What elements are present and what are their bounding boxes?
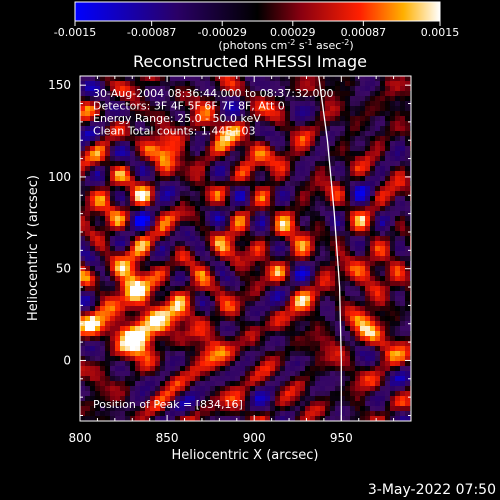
annotation-line: Clean Total counts: 1.44E+03 bbox=[93, 125, 256, 138]
chart-title: Reconstructed RHESSI Image bbox=[133, 52, 367, 71]
peak-position-label: Position of Peak = [834,16] bbox=[93, 398, 243, 411]
colorbar-tick-label: -0.00087 bbox=[127, 26, 176, 39]
axis-ticks: 800 850 900 950 0 50 100 150 bbox=[48, 76, 412, 445]
x-tick-label: 800 bbox=[69, 431, 92, 445]
y-tick-label: 100 bbox=[48, 170, 71, 184]
y-tick-label: 0 bbox=[63, 353, 71, 367]
y-tick-label: 50 bbox=[56, 262, 71, 276]
colorbar-tick-label: 0.00087 bbox=[341, 26, 387, 39]
colorbar bbox=[74, 1, 441, 22]
colorbar-tick-label: 0.00029 bbox=[270, 26, 316, 39]
colorbar-tick-label: -0.00029 bbox=[197, 26, 246, 39]
heatmap-image bbox=[80, 76, 411, 421]
solar-limb-line bbox=[318, 76, 342, 421]
x-tick-label: 850 bbox=[156, 431, 179, 445]
y-axis-label: Heliocentric Y (arcsec) bbox=[26, 175, 41, 321]
colorbar-tick-label: 0.0015 bbox=[421, 26, 460, 39]
footer-date: 3-May-2022 07:50 bbox=[368, 482, 496, 498]
colorbar-unit-label: (photons cm-2 s-1 asec-2) bbox=[218, 38, 353, 52]
x-tick-label: 950 bbox=[330, 431, 353, 445]
annotation-line: Detectors: 3F 4F 5F 6F 7F 8F, Att 0 bbox=[93, 100, 285, 113]
annotation-line: 30-Aug-2004 08:36:44.000 to 08:37:32.000 bbox=[93, 87, 334, 100]
annotation-line: Energy Range: 25.0 - 50.0 keV bbox=[93, 112, 261, 125]
y-tick-label: 150 bbox=[48, 78, 71, 92]
x-axis-label: Heliocentric X (arcsec) bbox=[172, 448, 319, 463]
colorbar-ticks: -0.0015 -0.00087 -0.00029 0.00029 0.00087 0.0… bbox=[54, 21, 459, 39]
colorbar-tick-label: -0.0015 bbox=[54, 26, 96, 39]
x-tick-label: 900 bbox=[243, 431, 266, 445]
plot-frame bbox=[79, 75, 412, 422]
observation-annotations: 30-Aug-2004 08:36:44.000 to 08:37:32.000… bbox=[93, 87, 334, 138]
